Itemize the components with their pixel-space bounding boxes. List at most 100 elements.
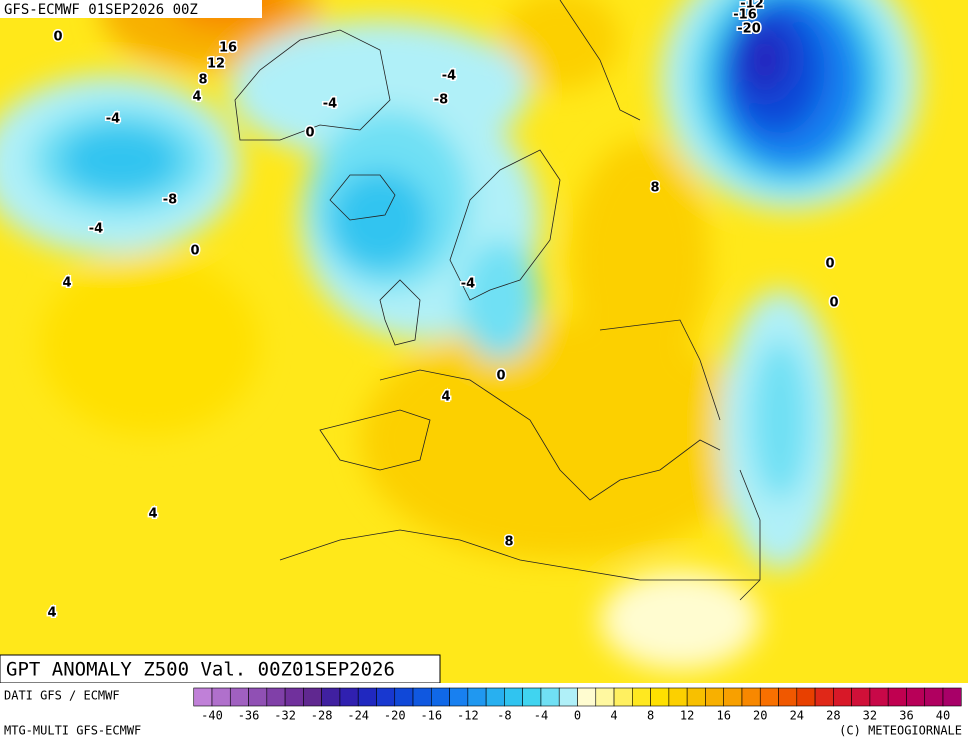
colorbar-tick-label: 16 [716,709,730,723]
colorbar-tick-label: -16 [420,709,442,723]
colorbar-tick-label: 12 [680,709,694,723]
map: 0 16 12 8 4 -4 -8 -4 0 -4 -8 -4 0 4 8 -4… [0,0,968,683]
colorbar-box [723,687,743,707]
contour-label: -4 [461,277,475,292]
contour-label: 4 [47,606,56,621]
colorbar-tick-label: -36 [238,709,260,723]
colorbar-box [887,687,907,707]
colorbar-tick-label: -40 [201,709,223,723]
colorbar: -40 -36 -32 -28 -24 -20 -16 -12 -8 -4 0 4 8 12 16 20 24 2… [193,687,962,723]
colorbar-box [686,687,706,707]
contour-label: 4 [192,90,201,105]
colorbar-box [303,687,322,707]
colorbar-box [504,687,523,707]
colorbar-box [906,687,926,707]
colorbar-box [339,687,359,707]
colorbar-box [833,687,852,707]
colorbar-tick-label: -24 [347,709,369,723]
coastlines [234,0,761,601]
contour-label: -12 [740,0,764,12]
colorbar-box [796,687,816,707]
colorbar-tick-label: 8 [647,709,654,723]
colorbar-box [668,687,688,707]
colorbar-box [942,687,962,707]
header-box [0,0,262,18]
colorbar-tick-label: 4 [610,709,617,723]
colorbar-tick-label: -8 [497,709,511,723]
colorbar-box [211,687,231,707]
anomaly-fields [0,0,920,670]
contour-label: 4 [62,276,71,291]
contour-label: 8 [650,181,659,196]
colorbar-box [924,687,944,707]
colorbar-box [540,687,560,707]
colorbar-box [284,687,304,707]
colorbar-box [467,687,487,707]
colorbar-tick-label: -32 [274,709,296,723]
contour-label: 0 [825,257,834,272]
contour-label: -8 [434,93,448,108]
colorbar-box [376,687,396,707]
colorbar-box [485,687,505,707]
contour-label: 12 [207,57,225,72]
colorbar-box [394,687,414,707]
model-label: MTG-MULTI GFS-ECMWF [4,724,141,738]
colorbar-tick-label: 40 [936,709,950,723]
contour-label: 0 [53,30,62,45]
run-label: GFS-ECMWF 01SEP2026 00Z [4,2,198,18]
colorbar-box [814,687,834,707]
contour-label: -4 [323,97,337,112]
colorbar-box [869,687,889,707]
map-title: GPT ANOMALY Z500 Val. 00Z01SEP2026 [6,659,395,681]
colorbar-box [778,687,798,707]
colorbar-box [650,687,670,707]
colorbar-tick-label: 28 [826,709,840,723]
colorbar-tick-label: -4 [534,709,548,723]
contour-label: 8 [504,535,513,550]
colorbar-box [248,687,268,707]
contour-label: -20 [737,22,761,37]
colorbar-tick-label: 36 [899,709,913,723]
colorbar-tick-label: -20 [384,709,406,723]
colorbar-box [632,687,651,707]
colorbar-box [266,687,286,707]
contour-label: -16 [733,8,757,23]
colorbar-tick-label: -12 [457,709,479,723]
contour-label: 16 [219,41,237,56]
colorbar-box [851,687,871,707]
colorbar-tick-label: -28 [311,709,333,723]
contour-label: 0 [305,126,314,141]
colorbar-box [759,687,779,707]
colorbar-box [741,687,761,707]
colorbar-box [412,687,432,707]
contour-labels: 0 16 12 8 4 -4 -8 -4 0 -4 -8 -4 0 4 8 -4… [46,0,840,622]
contour-label: 0 [496,369,505,384]
contour-label: 4 [148,507,157,522]
contour-label: -4 [442,69,456,84]
contour-label: 4 [441,390,450,405]
title-box [0,654,441,683]
contour-label: 8 [198,73,207,88]
colorbar-box [577,687,597,707]
contour-label: -4 [89,222,103,237]
colorbar-box [613,687,633,707]
colorbar-box [229,687,249,707]
colorbar-box [193,687,213,707]
contour-label: -8 [163,193,177,208]
contour-label: -4 [106,112,120,127]
source-label: DATI GFS / ECMWF [4,689,120,703]
colorbar-box [595,687,615,707]
colorbar-box [357,687,377,707]
colorbar-box [430,687,450,707]
colorbar-tick-label: 20 [753,709,767,723]
colorbar-tick-label: 24 [790,709,804,723]
colorbar-box [321,687,341,707]
colorbar-box [449,687,469,707]
colorbar-box [558,687,578,707]
contour-label: 0 [190,244,199,259]
copyright: (C) METEOGIORNALE [839,724,962,738]
colorbar-box [705,687,724,707]
colorbar-box [522,687,542,707]
colorbar-tick-label: 0 [574,709,581,723]
